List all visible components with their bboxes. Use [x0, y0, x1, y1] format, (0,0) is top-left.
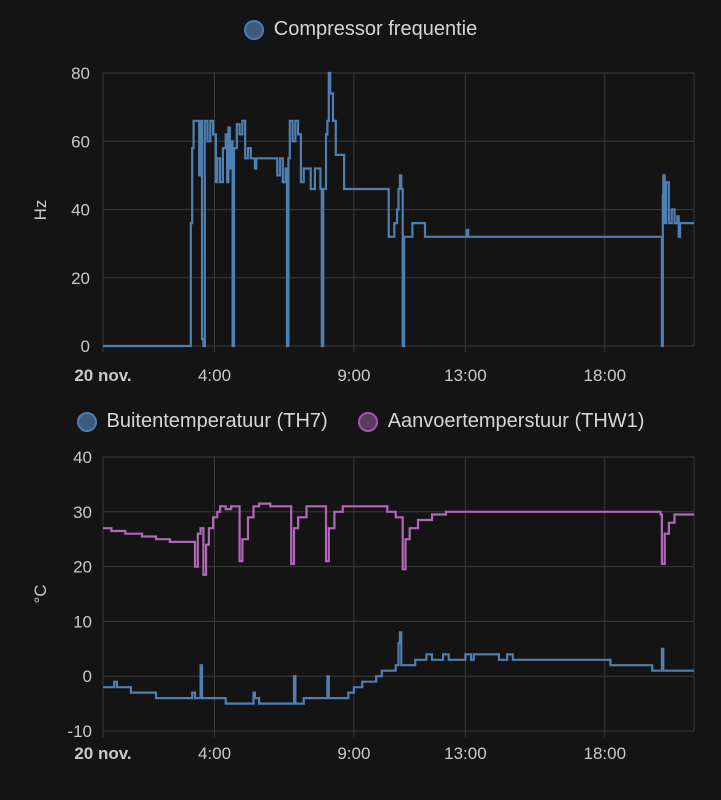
y-axis-title: Hz: [31, 200, 50, 221]
x-tick-label: 20 nov.: [74, 366, 131, 385]
legend-item-outdoor-temp[interactable]: Buitentemperatuur (TH7): [76, 410, 328, 433]
y-tick-label: 60: [71, 132, 90, 151]
legend: Compressor frequentie: [0, 18, 721, 41]
series-line-1: [103, 502, 694, 576]
y-tick-label: 40: [73, 448, 92, 467]
y-tick-label: 10: [73, 612, 92, 631]
x-tick-label: 18:00: [584, 366, 627, 385]
legend-label: Aanvoertemperstuur (THW1): [387, 410, 645, 432]
legend: Buitentemperatuur (TH7) Aanvoertemperstu…: [0, 410, 721, 433]
legend-label: Buitentemperatuur (TH7): [106, 410, 328, 432]
y-tick-label: 0: [81, 337, 90, 356]
x-tick-label: 18:00: [584, 744, 627, 763]
legend-item-flow-temp[interactable]: Aanvoertemperstuur (THW1): [357, 410, 645, 433]
compressor-plot[interactable]: 0 20 40 60 80 20 nov. 4:00 9:00 13:00 18:00 Hz: [0, 0, 721, 392]
series-line-0: [103, 71, 694, 348]
x-tick-label: 13:00: [444, 744, 487, 763]
y-tick-label: 30: [73, 503, 92, 522]
y-tick-label: 0: [83, 667, 92, 686]
legend-swatch: [243, 19, 264, 40]
temperature-chart: Buitentemperatuur (TH7) Aanvoertemperstu…: [0, 392, 721, 800]
x-tick-label: 4:00: [198, 366, 231, 385]
x-tick-label: 13:00: [444, 366, 487, 385]
legend-swatch: [357, 411, 378, 432]
y-tick-label: 20: [71, 269, 90, 288]
x-tick-label: 9:00: [337, 366, 370, 385]
x-tick-label: 20 nov.: [74, 744, 131, 763]
temperature-plot[interactable]: -10 0 10 20 30 40 20 nov. 4:00 9:00 13:00 18:00 °C: [0, 392, 721, 800]
y-axis-title: °C: [31, 584, 50, 603]
x-tick-label: 4:00: [198, 744, 231, 763]
legend-item-compressor[interactable]: Compressor frequentie: [243, 18, 478, 41]
y-tick-label: 40: [71, 201, 90, 220]
x-tick-label: 9:00: [337, 744, 370, 763]
y-tick-label: 20: [73, 558, 92, 577]
y-tick-label: -10: [67, 722, 92, 741]
compressor-chart: Compressor frequentie 0 20 40 60 80 20 nov. 4:…: [0, 0, 721, 392]
legend-label: Compressor frequentie: [273, 18, 478, 40]
y-tick-label: 80: [71, 64, 90, 83]
legend-swatch: [76, 411, 97, 432]
series-line-0: [103, 631, 694, 705]
